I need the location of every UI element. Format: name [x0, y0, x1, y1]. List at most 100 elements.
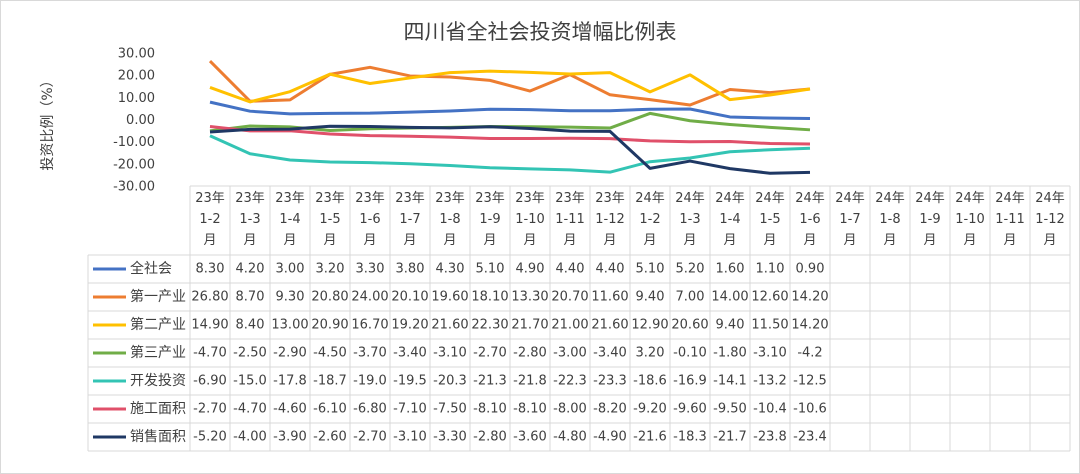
y-tick-label: 30.00: [118, 47, 155, 62]
value-label: -2.70: [473, 346, 507, 361]
value-label: 21.70: [511, 318, 548, 333]
value-label: 4.20: [236, 262, 265, 277]
legend-label: 施工面积: [130, 401, 186, 417]
y-tick-label: 10.00: [118, 91, 155, 106]
value-label: -9.20: [633, 402, 667, 417]
x-tick-label: 24年1-4月: [715, 191, 745, 248]
value-label: 11.50: [751, 318, 788, 333]
value-label: 9.40: [636, 290, 665, 305]
value-label: -2.80: [513, 346, 547, 361]
series-line: [209, 100, 811, 121]
value-label: 12.90: [631, 318, 668, 333]
value-label: -3.40: [393, 346, 427, 361]
value-label: -6.10: [313, 402, 347, 417]
series-line: [209, 124, 811, 175]
legend-label: 第二产业: [130, 316, 186, 333]
value-label: 1.60: [716, 262, 745, 277]
value-label: -19.5: [393, 374, 427, 389]
y-axis-label: 投资比例（%）: [40, 73, 56, 170]
legend-label: 销售面积: [130, 429, 186, 445]
value-label: -7.10: [393, 402, 427, 417]
legend-label: 第三产业: [130, 344, 186, 361]
value-label: -3.30: [433, 430, 467, 445]
value-label: 11.60: [591, 290, 628, 305]
value-label: 24.00: [351, 290, 388, 305]
value-label: -13.2: [753, 374, 787, 389]
value-label: -2.70: [193, 402, 227, 417]
value-label: -4.00: [233, 430, 267, 445]
x-tick-label: 23年1-2月: [195, 191, 225, 248]
value-label: 4.30: [436, 262, 465, 277]
value-label: 20.10: [391, 290, 428, 305]
value-label: 7.00: [676, 290, 705, 305]
x-tick-label-box: 24年1-5月: [755, 191, 785, 248]
legend-label: 开发投资: [130, 373, 186, 389]
value-label: 4.40: [556, 262, 585, 277]
value-label: 9.30: [276, 290, 305, 305]
x-tick-label: 24年1-11月: [995, 191, 1025, 248]
value-label: -0.10: [673, 346, 707, 361]
x-tick-label: 23年1-9月: [475, 191, 505, 248]
value-label: 8.30: [196, 262, 225, 277]
value-label: 20.60: [671, 318, 708, 333]
value-label: -18.7: [313, 374, 347, 389]
x-tick-label: 23年1-4月: [275, 191, 305, 248]
value-label: -23.4: [793, 430, 827, 445]
value-label: 5.10: [636, 262, 665, 277]
value-label: -6.80: [353, 402, 387, 417]
x-tick-label-box: 24年1-2月: [635, 191, 665, 248]
value-label: -22.3: [553, 374, 587, 389]
y-tick-label: -10.00: [113, 135, 155, 150]
value-label: 21.00: [551, 318, 588, 333]
value-label: -8.00: [553, 402, 587, 417]
y-tick-label: 20.00: [118, 69, 155, 84]
x-tick-label-box: 24年1-3月: [675, 191, 705, 248]
value-label: -4.70: [193, 346, 227, 361]
value-label: -2.50: [233, 346, 267, 361]
x-tick-label: 23年1-7月: [395, 191, 425, 248]
value-label: -16.9: [673, 374, 707, 389]
value-label: -21.8: [513, 374, 547, 389]
value-label: -2.90: [273, 346, 307, 361]
value-label: -4.2: [797, 346, 822, 361]
value-label: 14.00: [711, 290, 748, 305]
value-label: -19.0: [353, 374, 387, 389]
value-label: -3.00: [553, 346, 587, 361]
value-label: 26.80: [191, 290, 228, 305]
value-label: -9.60: [673, 402, 707, 417]
value-label: 20.70: [551, 290, 588, 305]
x-tick-label: 23年1-3月: [235, 191, 265, 248]
x-tick-label-box: 24年1-10月: [955, 191, 985, 248]
value-label: 14.20: [791, 318, 828, 333]
x-tick-label: 23年1-8月: [435, 191, 465, 248]
x-tick-label-box: 24年1-9月: [915, 191, 945, 248]
y-tick-label: -20.00: [113, 157, 155, 172]
x-tick-label-box: 23年1-10月: [515, 191, 545, 248]
value-label: 8.40: [236, 318, 265, 333]
x-tick-label-box: 23年1-6月: [355, 191, 385, 248]
value-label: -3.90: [273, 430, 307, 445]
x-tick-label-box: 23年1-12月: [595, 191, 625, 248]
x-tick-label: 23年1-5月: [315, 191, 345, 248]
value-label: -5.20: [193, 430, 227, 445]
value-label: -2.60: [313, 430, 347, 445]
x-tick-label-box: 23年1-11月: [555, 191, 585, 248]
x-tick-label-box: 24年1-11月: [995, 191, 1025, 248]
value-label: 14.90: [191, 318, 228, 333]
series-line: [208, 60, 811, 107]
x-tick-label: 24年1-9月: [915, 191, 945, 248]
x-tick-label-box: 24年1-4月: [715, 191, 745, 248]
value-label: 5.10: [476, 262, 505, 277]
value-label: -12.5: [793, 374, 827, 389]
value-label: 3.20: [316, 262, 345, 277]
value-label: -7.50: [433, 402, 467, 417]
value-label: -3.60: [513, 430, 547, 445]
x-tick-label-box: 24年1-8月: [875, 191, 905, 248]
legend-label: 第一产业: [130, 288, 186, 305]
value-label: -1.80: [713, 346, 747, 361]
x-tick-label: 24年1-5月: [755, 191, 785, 248]
value-label: 3.20: [636, 346, 665, 361]
value-label: -8.10: [473, 402, 507, 417]
x-tick-label: 24年1-12月: [1035, 191, 1065, 248]
x-tick-label: 24年1-7月: [835, 191, 865, 248]
